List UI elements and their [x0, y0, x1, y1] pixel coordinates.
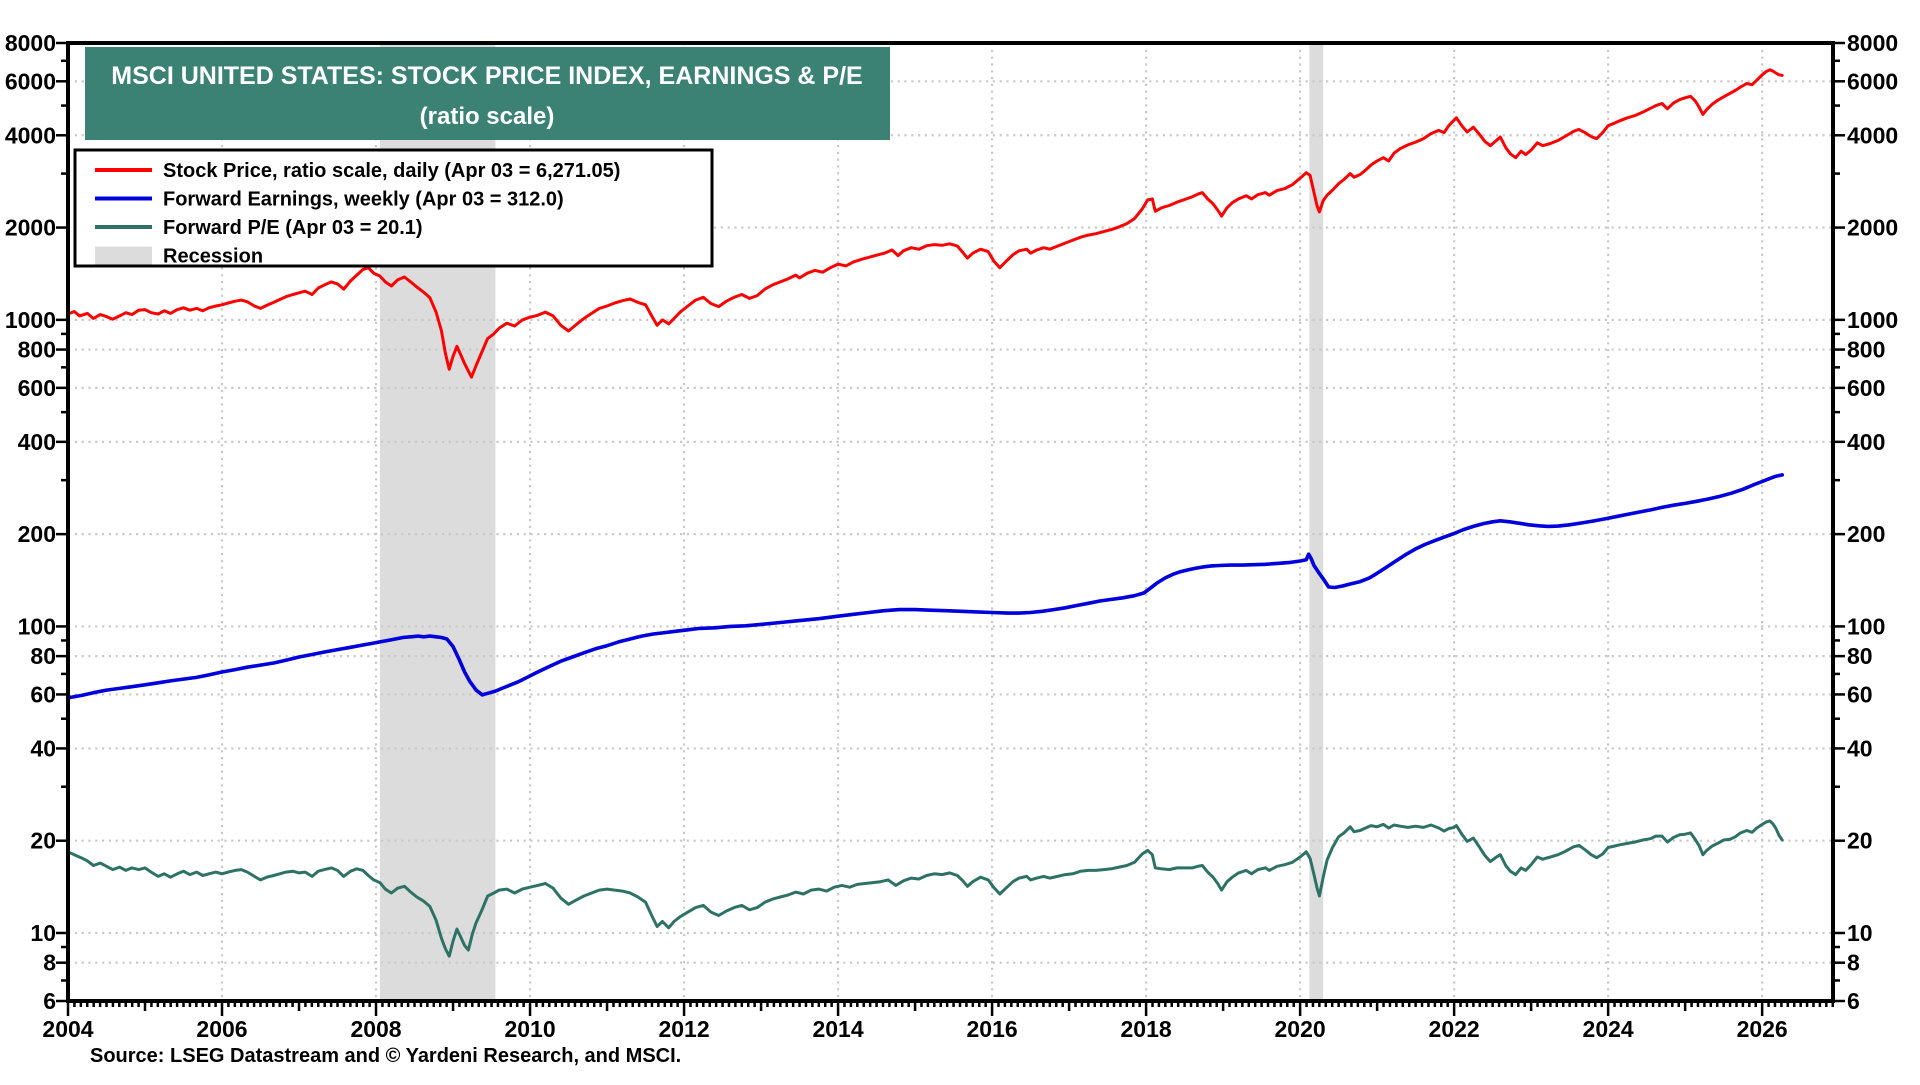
- y-axis-label-left: 400: [18, 429, 56, 455]
- legend-item-label: Stock Price, ratio scale, daily (Apr 03 …: [163, 160, 620, 182]
- chart-subtitle: (ratio scale): [420, 103, 555, 130]
- series-forward-earnings: [66, 473, 1784, 700]
- y-axis-label-right: 400: [1847, 429, 1885, 455]
- y-axis-label-left: 6: [43, 988, 56, 1014]
- legend-item-label: Forward P/E (Apr 03 = 20.1): [163, 217, 423, 239]
- x-axis-label: 2014: [812, 1016, 863, 1042]
- legend-item-label: Forward Earnings, weekly (Apr 03 = 312.0…: [163, 189, 564, 211]
- recession-band: [1309, 43, 1324, 1001]
- y-axis-label-right: 200: [1847, 521, 1885, 547]
- x-axis-label: 2024: [1583, 1016, 1634, 1042]
- legend-swatch-rect: [95, 246, 152, 265]
- y-axis-label-right: 1000: [1847, 307, 1898, 333]
- y-axis-label-right: 20: [1847, 828, 1873, 854]
- title-banner-background: [85, 47, 890, 140]
- legend-box: Stock Price, ratio scale, daily (Apr 03 …: [73, 148, 714, 268]
- y-axis-labels-right: 8000 6000 4000 2000 1000 800 600 400 200 100 80 60 4…: [1847, 30, 1898, 1014]
- x-axis-label: 2008: [350, 1016, 401, 1042]
- y-axis-label-right: 80: [1847, 643, 1873, 669]
- x-axis-label: 2016: [966, 1016, 1017, 1042]
- series-forward-p-e: [66, 819, 1784, 958]
- x-axis-label: 2012: [658, 1016, 709, 1042]
- y-axis-label-right: 800: [1847, 337, 1885, 363]
- x-axis-label: 2018: [1121, 1016, 1172, 1042]
- legend-border: [73, 148, 714, 268]
- series-lines: [66, 68, 1784, 958]
- y-axis-label-right: 6: [1847, 988, 1860, 1014]
- x-axis-labels: 2004 2006 2008 2010 2012 2014 2016 2018 2020 2022…: [42, 1016, 1787, 1042]
- y-axis-label-left: 600: [18, 375, 56, 401]
- y-axis-labels-left: 8000 6000 4000 2000 1000 800 600 400 200 100 80 60 4…: [5, 30, 56, 1014]
- y-axis-label-right: 60: [1847, 681, 1873, 707]
- y-axis-label-left: 8000: [5, 30, 56, 56]
- y-axis-label-right: 8000: [1847, 30, 1898, 56]
- legend-item-label: Recession: [163, 246, 263, 268]
- y-axis-label-left: 100: [18, 613, 56, 639]
- x-axis-label: 2022: [1429, 1016, 1480, 1042]
- x-axis-label: 2004: [42, 1016, 93, 1042]
- y-axis-label-right: 6000: [1847, 68, 1898, 94]
- source-text: Source: LSEG Datastream and © Yardeni Re…: [90, 1045, 681, 1067]
- x-axis-label: 2020: [1275, 1016, 1326, 1042]
- y-axis-label-right: 10: [1847, 920, 1873, 946]
- y-axis-label-right: 4000: [1847, 122, 1898, 148]
- y-axis-label-left: 1000: [5, 307, 56, 333]
- title-banner: MSCI UNITED STATES: STOCK PRICE INDEX, E…: [85, 47, 890, 140]
- y-axis-label-left: 2000: [5, 215, 56, 241]
- y-axis-label-right: 2000: [1847, 215, 1898, 241]
- x-axis-label: 2026: [1737, 1016, 1788, 1042]
- chart-title: MSCI UNITED STATES: STOCK PRICE INDEX, E…: [111, 62, 862, 90]
- y-axis-label-right: 600: [1847, 375, 1885, 401]
- y-axis-label-left: 10: [30, 920, 56, 946]
- y-axis-label-right: 100: [1847, 613, 1885, 639]
- y-axis-label-left: 80: [30, 643, 56, 669]
- plot-frame: [66, 41, 1835, 1003]
- y-axis-label-left: 800: [18, 337, 56, 363]
- y-axis-label-left: 40: [30, 735, 56, 761]
- y-axis-label-left: 8: [43, 950, 56, 976]
- y-axis-label-left: 60: [30, 681, 56, 707]
- y-axis-label-left: 200: [18, 521, 56, 547]
- axis-ticks: [56, 41, 1845, 1016]
- x-axis-label: 2010: [504, 1016, 555, 1042]
- y-axis-label-left: 20: [30, 828, 56, 854]
- y-axis-label-left: 6000: [5, 68, 56, 94]
- x-axis-label: 2006: [196, 1016, 247, 1042]
- y-axis-label-right: 8: [1847, 950, 1860, 976]
- y-axis-label-right: 40: [1847, 735, 1873, 761]
- y-axis-label-left: 4000: [5, 122, 56, 148]
- series-stock-price: [66, 68, 1784, 379]
